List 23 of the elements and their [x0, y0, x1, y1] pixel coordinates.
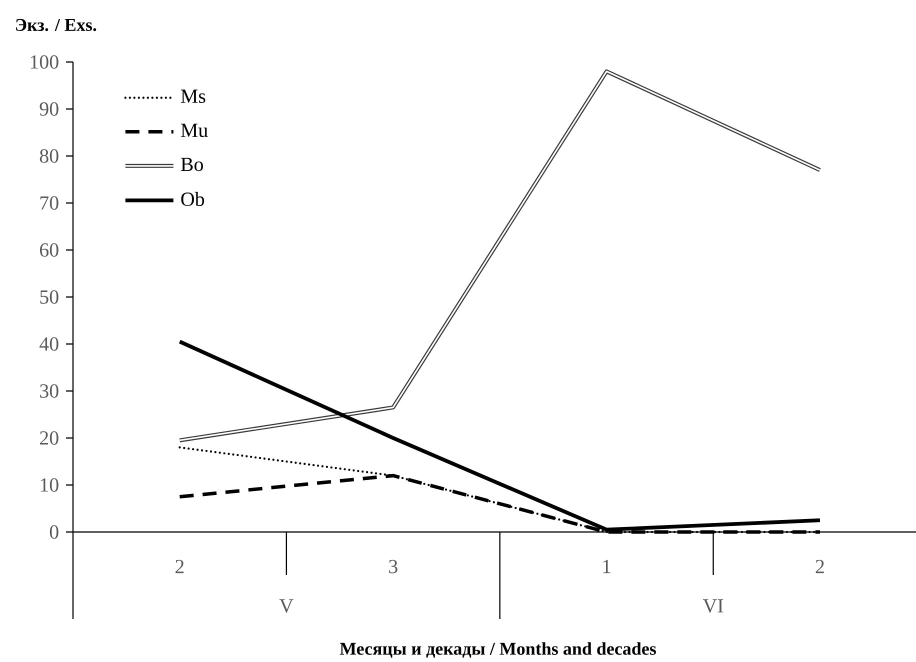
x-tick-label: 2	[176, 560, 184, 574]
text: VI	[702, 599, 724, 613]
y-tick-label: 10	[40, 478, 58, 492]
x-tick-label: 2	[816, 560, 824, 574]
legend-label: Bo	[180, 158, 203, 172]
y-tick-label: 60	[40, 243, 58, 257]
y-tick-label: 90	[40, 102, 58, 116]
y-tick-label: 50	[40, 290, 58, 304]
y-tick-label: 40	[40, 337, 58, 351]
text: V	[279, 599, 294, 613]
x-axis-title: Месяцы и декады / Months and decades	[340, 642, 656, 658]
legend-label: Ob	[181, 192, 204, 206]
x-tick-label: 1	[603, 560, 610, 574]
legend-label: Mu	[180, 124, 208, 138]
y-tick-label: 20	[40, 431, 58, 445]
y-tick-label: 100	[30, 55, 58, 69]
y-tick-label: 70	[40, 196, 58, 210]
y-tick-label: 80	[40, 149, 58, 163]
x-tick-label: 3	[389, 560, 398, 574]
y-tick-label: 0	[50, 525, 58, 539]
y-tick-label: 30	[40, 384, 58, 398]
y-axis-title: Экз. / Exs.	[16, 18, 96, 32]
legend-label: Ms	[180, 90, 206, 103]
